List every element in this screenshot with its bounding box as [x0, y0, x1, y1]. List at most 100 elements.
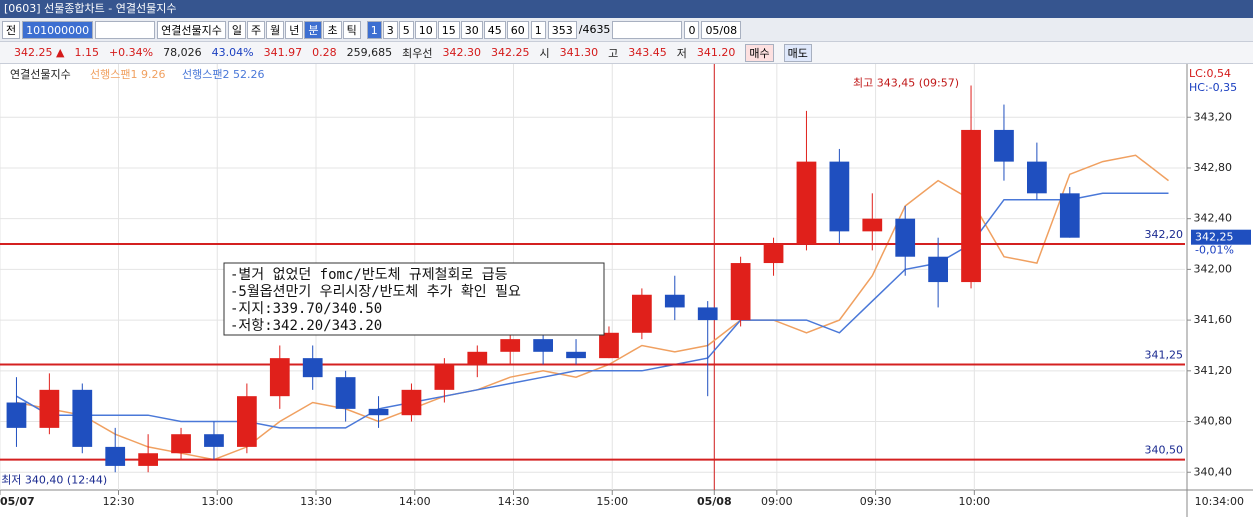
toolbar-button[interactable]: 틱 [342, 20, 361, 39]
candle-body [1059, 193, 1080, 238]
candle-body [105, 446, 126, 466]
toolbar-button[interactable]: 주 [246, 20, 266, 39]
price-change: -0,01% [1195, 244, 1234, 257]
toolbar-button[interactable]: 3 [382, 20, 398, 39]
candle-body [401, 389, 422, 416]
toolbar-button[interactable]: 45 [483, 20, 506, 39]
quote-ratio: 43.04% [211, 46, 254, 59]
candle-body [599, 332, 619, 359]
candle-body [895, 218, 916, 257]
y-tick-label: 342,40 [1194, 212, 1233, 225]
candle-body [928, 256, 948, 283]
candle-body [368, 408, 389, 416]
sell-button[interactable]: 매도 [783, 43, 812, 62]
quote-open: 341.30 [559, 46, 599, 59]
candle-body [237, 396, 257, 447]
toolbar-button[interactable]: 년 [285, 20, 304, 39]
candle-body [632, 294, 652, 333]
x-tick-label: 09:00 [761, 495, 793, 508]
quote-rate: +0.34% [108, 46, 154, 59]
quote-bar: 342.25 ▲ 1.15 +0.34% 78,026 43.04% 341.9… [0, 42, 1253, 64]
support-label: 340,50 [1145, 444, 1184, 457]
position-input[interactable]: 353 [547, 20, 577, 39]
date-input[interactable]: 05/08 [701, 20, 742, 39]
toolbar-button[interactable]: 15 [437, 20, 460, 39]
toolbar-button[interactable]: 60 [506, 20, 529, 39]
quote-change: 1.15 [74, 46, 99, 59]
price-tag [1191, 229, 1251, 245]
quote-label: 시 [539, 46, 550, 60]
toolbar-button[interactable]: 30 [460, 20, 483, 39]
y-tick-label: 341,60 [1194, 313, 1233, 326]
y-tick-label: 343,20 [1194, 110, 1233, 123]
legend-entry: 선행스팬2 52.26 [182, 68, 264, 81]
window-title: [0603] 선물종합차트 - 연결선물지수 [4, 2, 177, 15]
quote-volume: 78,026 [163, 46, 202, 59]
quote-bid: 342.25 [490, 46, 530, 59]
title-bar: [0603] 선물종합차트 - 연결선물지수 [0, 0, 1253, 18]
x-tick-label: 09:30 [860, 495, 892, 508]
button[interactable]: 전 [2, 20, 21, 39]
x-tick-label: 10:00 [958, 495, 990, 508]
tool-icons[interactable] [612, 20, 683, 39]
quote-high: 343.45 [628, 46, 667, 59]
candle-body [566, 351, 586, 359]
interval-group: 1 3 5 10 15 30 45 60 [366, 20, 529, 39]
note-box [223, 262, 605, 336]
code-input[interactable]: 101000000 [22, 20, 94, 39]
toolbar-button[interactable]: 초 [323, 20, 342, 39]
candle-body [39, 389, 60, 428]
quote-base: 341.97 [263, 46, 303, 59]
total-count: /4635 [578, 23, 611, 36]
symbol-input[interactable]: 연결선물지수 [157, 20, 226, 39]
y-tick-label: 341,20 [1194, 364, 1233, 377]
candle-body [829, 161, 850, 232]
candle-body [467, 351, 488, 365]
quote-low: 341.20 [696, 46, 736, 59]
quote-oi: 259,685 [346, 46, 393, 59]
candle-body [763, 244, 784, 264]
note-line: -별거 없었던 fomc/반도체 규제철회로 급등 [230, 267, 508, 283]
candle-body [730, 263, 751, 321]
y-tick-label: 342,00 [1194, 262, 1233, 275]
candle-body [72, 389, 93, 447]
support-label: 342,20 [1145, 228, 1184, 241]
clock: 10:34:00 [1195, 495, 1244, 508]
toolbar-button[interactable]: 5 [398, 20, 414, 39]
min-label: 최저 340,40 (12:44) [1, 473, 107, 486]
y-tick-label: 342,80 [1194, 161, 1233, 174]
note-line: -저항:342.20/343.20 [230, 318, 382, 334]
toolbar-button[interactable]: 일 [227, 20, 246, 39]
spacer [95, 20, 156, 39]
max-label: 최고 343,45 (09:57) [853, 77, 959, 90]
x-tick-label: 12:30 [103, 495, 135, 508]
candle-body [533, 339, 553, 352]
toolbar-button[interactable]: 10 [414, 20, 437, 39]
buy-button[interactable]: 매수 [745, 43, 774, 62]
candle-body [302, 358, 323, 378]
candle-body [138, 453, 158, 466]
candle-body [994, 129, 1014, 162]
toolbar-button[interactable]: 분 [304, 20, 323, 39]
candle-body [664, 294, 685, 308]
toolbar-button[interactable]: 1 [366, 20, 382, 39]
candle-body [1027, 161, 1047, 194]
x-tick-label: 05/08 [697, 495, 732, 508]
legend-entry: 선행스팬1 9.26 [90, 68, 165, 81]
count-input[interactable]: 1 [530, 20, 546, 39]
x-tick-label: 05/07 [0, 495, 35, 508]
x-tick-label: 15:00 [596, 495, 628, 508]
quote-price: 342.25 ▲ [14, 46, 65, 59]
toolbar-button[interactable]: 월 [266, 20, 285, 39]
checkbox[interactable]: 0 [684, 20, 700, 39]
quote-ask: 342.30 [442, 46, 481, 59]
hc-label: HC:-0,35 [1189, 81, 1237, 94]
lc-label: LC:0,54 [1189, 67, 1231, 80]
candle-body [434, 364, 455, 390]
quote-label: 저 [676, 46, 687, 60]
price-tag-label: 342,25 [1195, 231, 1234, 244]
quote-diff: 0.28 [312, 46, 337, 59]
x-tick-label: 14:00 [399, 495, 431, 508]
